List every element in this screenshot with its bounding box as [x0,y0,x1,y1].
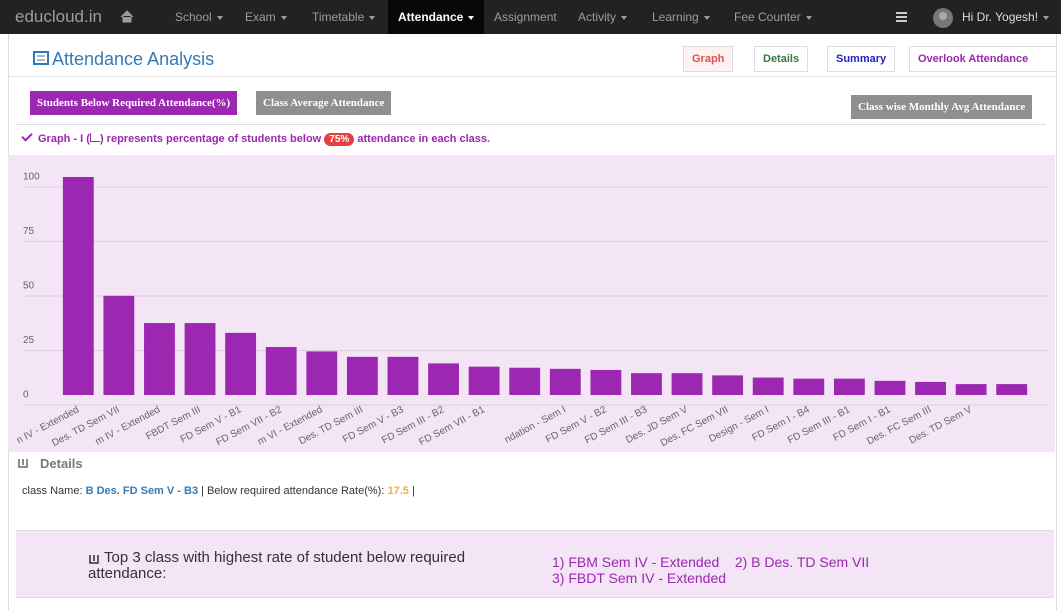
bar [956,384,987,395]
bar-icon [90,133,100,142]
bar [590,370,621,395]
details-icon [17,457,29,469]
bar [388,357,419,395]
bar [306,351,337,395]
bar [347,357,378,395]
tab[interactable]: Summary [827,46,895,72]
bar [834,379,865,395]
bar [875,381,906,395]
bar [753,378,784,395]
note-text: attendance in each class. [357,133,490,145]
check-icon [21,130,32,141]
page: educloud.in School Exam Timetable Attend… [0,0,1061,610]
nav-item[interactable]: Assignment [484,0,567,34]
bar [915,382,946,395]
y-tick-label: 25 [23,335,35,346]
button[interactable]: Class wise Monthly Avg Attendance [851,95,1032,119]
bar [712,375,743,395]
tab[interactable]: Graph [683,46,733,72]
home-icon[interactable] [120,10,134,23]
bar [509,368,540,395]
user-menu[interactable]: Hi Dr. Yogesh! [952,0,1059,34]
bar [550,369,581,395]
tab[interactable]: Overlook Attendance [909,46,1057,72]
class-info: class Name: B Des. FD Sem V - B3 | Below… [22,485,415,497]
avatar[interactable] [932,7,954,29]
bar [63,177,94,395]
rate: 17.5 [387,485,408,497]
bar [225,333,256,395]
title-icon [33,51,49,65]
note-text: Graph - I ( [38,133,90,145]
nav-item[interactable]: Attendance [388,0,484,34]
note-text: ) represents percentage of students belo… [100,133,321,145]
y-tick-label: 50 [23,281,35,292]
divider [16,124,1046,125]
bar [103,296,134,395]
nav-item[interactable]: School [165,0,233,34]
brand[interactable]: educloud.in [15,0,102,34]
bar [428,363,459,395]
page-title: Attendance Analysis [52,49,214,70]
badge: 75% [324,133,354,146]
nav-item[interactable]: Learning [642,0,720,34]
label: class Name: [22,485,83,497]
details-title: Details [40,456,83,471]
bar [996,384,1027,395]
graph-note: Graph - I ( ) represents percentage of st… [22,133,490,145]
y-tick-label: 100 [23,172,40,183]
button[interactable]: Class Average Attendance [256,91,391,115]
nav-item[interactable]: Timetable [302,0,385,34]
y-tick-label: 0 [23,390,29,401]
nav-item[interactable]: Activity [568,0,637,34]
grid-icon[interactable] [896,12,907,22]
label: | [412,485,415,497]
label: | Below required attendance Rate(%): [201,485,384,497]
nav-item[interactable]: Fee Counter [724,0,822,34]
nav-item[interactable]: Exam [235,0,297,34]
y-tick-label: 75 [23,226,35,237]
button[interactable]: Students Below Required Attendance(%) [30,91,237,115]
bar [266,347,297,395]
divider [9,76,1055,77]
bar [672,373,703,395]
bar [144,323,175,395]
bar [631,373,662,395]
bar [793,379,824,395]
top3-list: 1) FBM Sem IV - Extended 2) B Des. TD Se… [552,554,882,586]
tab[interactable]: Details [754,46,808,72]
bar [185,323,216,395]
navbar: educloud.in School Exam Timetable Attend… [0,0,1061,34]
top3-label: Top 3 class with highest rate of student… [88,550,488,582]
bar [469,367,500,395]
class-name: B Des. FD Sem V - B3 [86,485,198,497]
chart-background [8,155,1055,452]
